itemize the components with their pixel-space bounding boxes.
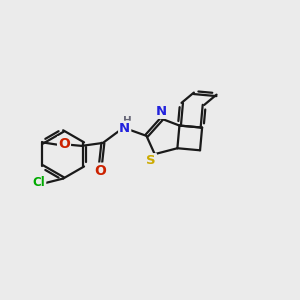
Text: O: O xyxy=(58,137,70,151)
Text: O: O xyxy=(94,164,106,178)
Text: H: H xyxy=(123,116,131,126)
Text: Cl: Cl xyxy=(33,176,45,190)
Text: N: N xyxy=(156,105,167,118)
Text: S: S xyxy=(146,154,156,167)
Text: N: N xyxy=(119,122,130,135)
